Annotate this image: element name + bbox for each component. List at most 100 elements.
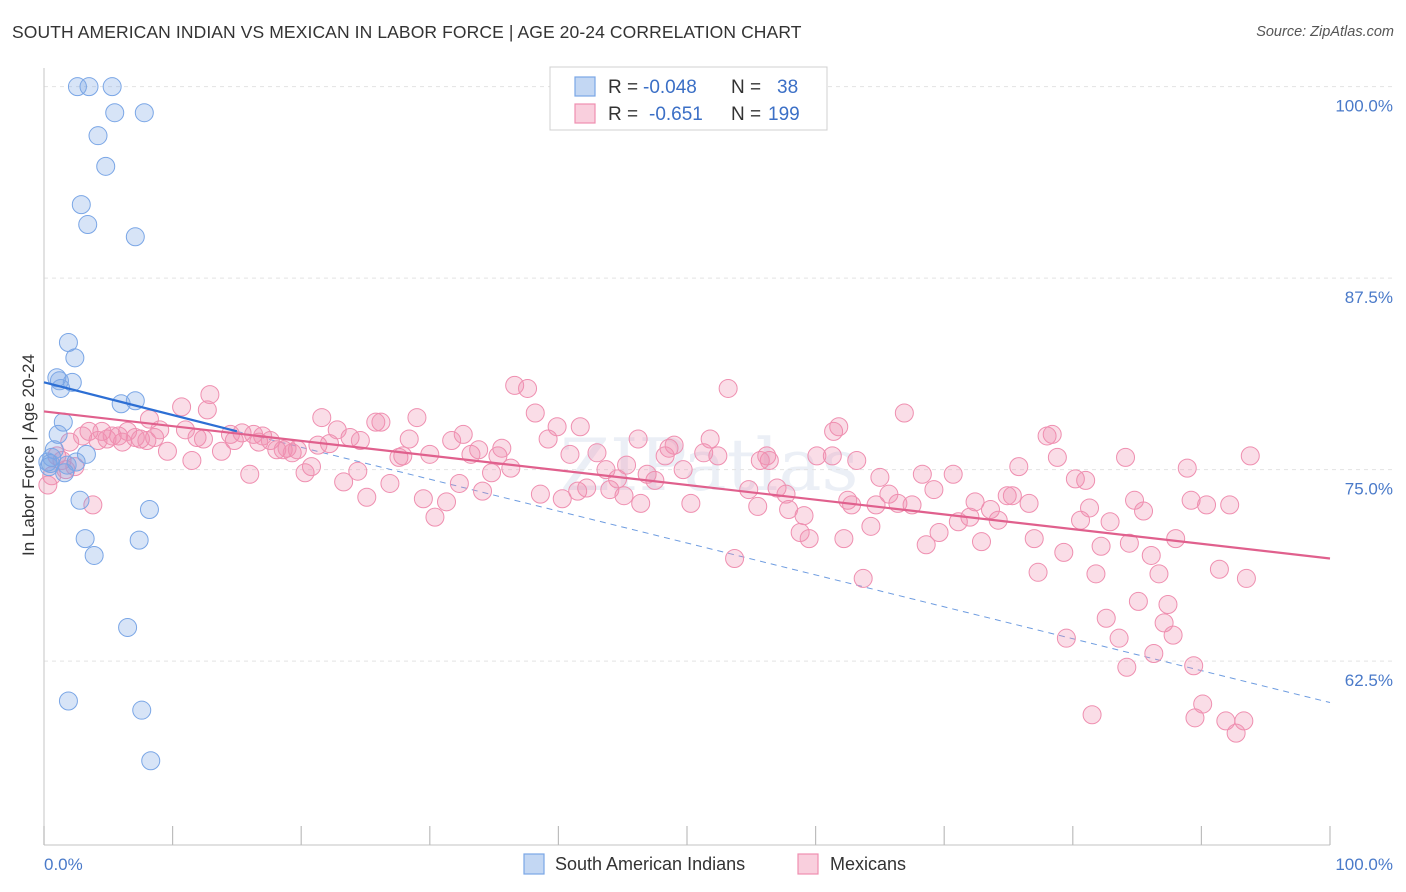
mexicans-points bbox=[38, 375, 1260, 743]
mexicans-point bbox=[708, 446, 728, 466]
mexicans-point bbox=[570, 417, 590, 437]
mexicans-point bbox=[718, 378, 738, 398]
mexicans-point bbox=[1076, 470, 1096, 490]
mexicans-point bbox=[525, 403, 545, 423]
south-american-indians-trend-line bbox=[43, 381, 238, 433]
legend-box bbox=[549, 66, 828, 131]
legend-swatch-blue bbox=[574, 76, 596, 97]
mexicans-trend-line bbox=[43, 410, 1331, 560]
mexicans-point bbox=[822, 446, 842, 466]
mexicans-point bbox=[681, 493, 701, 513]
blue-trend-extension bbox=[236, 430, 1331, 704]
y-tick-label: 75.0% bbox=[1345, 480, 1393, 499]
mexicans-point bbox=[847, 450, 867, 470]
mexicans-point bbox=[1047, 447, 1067, 467]
south-american-indians-point bbox=[76, 444, 96, 464]
south-american-indians-point bbox=[105, 103, 125, 123]
mexicans-point bbox=[413, 489, 433, 509]
mexicans-point bbox=[350, 431, 370, 451]
source-label: Source: ZipAtlas.com bbox=[1256, 24, 1394, 40]
legend-label-mexicans: Mexicans bbox=[830, 854, 906, 874]
mexicans-point bbox=[371, 412, 391, 432]
mexicans-point bbox=[1240, 446, 1260, 466]
mexicans-point bbox=[894, 403, 914, 423]
mexicans-point bbox=[1184, 656, 1204, 676]
mexicans-point bbox=[137, 431, 157, 451]
mexicans-point bbox=[366, 412, 386, 432]
grid-lines bbox=[44, 86, 1392, 662]
mexicans-point bbox=[664, 435, 684, 455]
mexicans-point bbox=[175, 420, 195, 440]
mexicans-point bbox=[407, 408, 427, 428]
mexicans-point bbox=[348, 461, 368, 481]
mexicans-point bbox=[1220, 495, 1240, 515]
mexicans-point bbox=[442, 431, 462, 451]
south-american-indians-point bbox=[88, 126, 108, 146]
mexicans-point bbox=[97, 429, 117, 449]
south-american-indians-point bbox=[42, 447, 62, 467]
mexicans-point bbox=[1181, 490, 1201, 510]
mexicans-point bbox=[853, 568, 873, 588]
mexicans-point bbox=[282, 443, 302, 463]
legend-swatch-mexicans bbox=[797, 853, 819, 875]
south-american-indians-point bbox=[79, 77, 99, 97]
mexicans-point bbox=[834, 529, 854, 549]
south-american-indians-point bbox=[129, 530, 149, 550]
mexicans-point bbox=[637, 464, 657, 484]
mexicans-point bbox=[929, 522, 949, 542]
mexicans-point bbox=[794, 506, 814, 526]
mexicans-point bbox=[1024, 529, 1044, 549]
mexicans-point bbox=[1117, 657, 1137, 677]
legend-n-value: 199 bbox=[768, 104, 800, 125]
mexicans-point bbox=[631, 493, 651, 513]
south-american-indians-points bbox=[38, 77, 161, 771]
mexicans-point bbox=[357, 487, 377, 507]
south-american-indians-point bbox=[62, 372, 82, 392]
y-tick-label: 87.5% bbox=[1345, 288, 1393, 307]
legend-swatch-pink bbox=[574, 103, 596, 124]
mexicans-point bbox=[673, 460, 693, 480]
south-american-indians-point bbox=[132, 700, 152, 720]
legend-label-south-american-indians: South American Indians bbox=[555, 854, 745, 874]
legend-r-label: R = bbox=[608, 77, 638, 98]
y-tick-label: 62.5% bbox=[1345, 671, 1393, 690]
mexicans-point bbox=[1028, 562, 1048, 582]
south-american-indians-point bbox=[118, 617, 138, 637]
south-american-indians-point bbox=[66, 452, 86, 472]
mexicans-point bbox=[725, 549, 745, 569]
mexicans-point bbox=[240, 464, 260, 484]
mexicans-point bbox=[312, 408, 332, 428]
south-american-indians-point bbox=[141, 751, 161, 771]
mexicans-point bbox=[83, 495, 103, 515]
mexicans-point bbox=[1141, 545, 1161, 565]
mexicans-point bbox=[600, 480, 620, 500]
mexicans-point bbox=[172, 397, 192, 417]
mexicans-point bbox=[1193, 694, 1213, 714]
legend-r-value: -0.048 bbox=[643, 77, 697, 98]
chart-title: SOUTH AMERICAN INDIAN VS MEXICAN IN LABO… bbox=[12, 22, 802, 42]
mexicans-point bbox=[861, 516, 881, 536]
mexicans-point bbox=[617, 455, 637, 475]
mexicans-point bbox=[829, 417, 849, 437]
south-american-indians-point bbox=[71, 195, 91, 215]
x-tick-label: 100.0% bbox=[1335, 855, 1393, 874]
legend-swatch-south-american-indians bbox=[523, 853, 545, 875]
mexicans-point bbox=[759, 450, 779, 470]
blue-trend-dashed bbox=[236, 430, 1331, 704]
y-tick-labels: 62.5% 75.0% 87.5% 100.0% bbox=[1335, 97, 1393, 690]
mexicans-point bbox=[301, 457, 321, 477]
watermark: ZIPatlas bbox=[560, 423, 858, 507]
mexicans-point bbox=[1116, 447, 1136, 467]
mexicans-point bbox=[130, 429, 150, 449]
mexicans-point bbox=[1234, 711, 1254, 731]
mexicans-point bbox=[1236, 568, 1256, 588]
mexicans-point bbox=[614, 486, 634, 506]
legend-n-label: N = bbox=[731, 77, 761, 98]
mexicans-point bbox=[399, 429, 419, 449]
south-american-indians-point bbox=[67, 77, 87, 97]
south-american-indians-point bbox=[70, 490, 90, 510]
mexicans-point bbox=[102, 426, 122, 446]
mexicans-point bbox=[628, 429, 648, 449]
mexicans-point bbox=[547, 417, 567, 437]
